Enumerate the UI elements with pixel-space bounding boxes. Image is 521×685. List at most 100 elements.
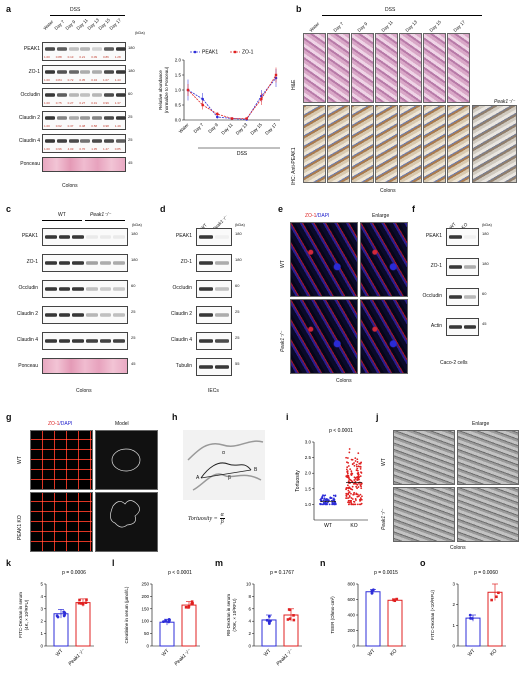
panel-a-lane-0: Water	[42, 19, 55, 31]
panel-a-band	[45, 116, 55, 120]
i-chart-point	[361, 495, 363, 498]
i-chart-point	[354, 482, 357, 485]
panel-e-ko-enlarge	[360, 299, 408, 374]
l-chart-point	[190, 600, 194, 603]
panel-j-caption: Colons	[450, 545, 466, 551]
o-chart-ytick-label: 2	[452, 602, 455, 607]
panel-a-quant: 0.62	[55, 124, 62, 128]
panel-c-row-label-0: PEAK1	[21, 233, 38, 239]
i-chart-point	[347, 484, 349, 487]
panel-h-formula-num: α	[219, 512, 225, 519]
panel-c-caption: Colons	[76, 388, 92, 394]
a-chart-xgroup: DSS	[237, 151, 248, 157]
i-chart-point	[320, 503, 322, 506]
panel-f-band	[449, 295, 462, 299]
i-chart-point	[333, 503, 335, 506]
panel-a-row-mw-5: 45	[128, 160, 133, 165]
panel-a-quant: 0.48	[79, 124, 86, 128]
panel-a-band	[56, 139, 67, 143]
i-chart-point	[349, 487, 352, 490]
panel-h-point-a: A	[196, 475, 200, 481]
i-chart-point	[348, 448, 351, 450]
panel-d-band	[215, 365, 229, 369]
i-chart-point	[347, 497, 350, 499]
panel-d-row-mw-5: 55	[235, 361, 240, 366]
m-chart-point	[286, 618, 290, 621]
a-chart-xtick-label: Day 9	[207, 122, 219, 134]
panel-a-row-mw-2: 60	[128, 91, 133, 96]
k-chart-point	[81, 602, 85, 606]
m-chart-point	[265, 618, 269, 622]
i-chart-point	[331, 503, 334, 506]
m-chart-point	[288, 617, 292, 621]
panel-f-band	[449, 265, 462, 269]
l-chart-point	[167, 619, 171, 623]
a-chart-xtick-label: Water	[178, 122, 190, 134]
i-chart-point	[356, 483, 359, 486]
i-chart-point	[354, 503, 357, 506]
panel-a-band	[92, 70, 103, 74]
o-chart-xtick-label: WT	[467, 648, 477, 658]
panel-a-quant: 0.70	[79, 147, 86, 151]
panel-a-lane-3: Day 11	[75, 17, 89, 31]
i-chart-point	[347, 475, 350, 478]
k-chart-ytick-label: 4	[40, 594, 43, 599]
panel-d-band	[215, 339, 229, 343]
panel-a-band	[56, 70, 67, 74]
i-chart-ylabel: Tortuosity	[295, 470, 301, 492]
o-chart-pval: p = 0.0060	[474, 570, 498, 576]
panel-h-formula: Tortuosity = α β	[188, 512, 225, 525]
m-chart-point	[292, 618, 296, 622]
i-chart-point	[353, 464, 356, 467]
panel-a-row-label-1: ZO-1	[28, 69, 40, 75]
l-chart-ytick-label: 200	[141, 594, 149, 599]
i-chart-point	[355, 499, 357, 501]
panel-a-row-label-3: Claudin 2	[18, 115, 40, 121]
panel-c-row-label-1: ZO-1	[26, 259, 38, 265]
panel-a-blot-3	[42, 111, 126, 130]
a-chart-legend-marker	[233, 50, 237, 54]
i-chart-point	[332, 494, 335, 497]
o-chart-point	[468, 613, 472, 617]
panel-a-quant: 1.07	[103, 78, 109, 82]
a-chart-point	[216, 115, 219, 119]
panel-a-band	[45, 93, 55, 97]
panel-b-label: b	[296, 4, 302, 14]
panel-d-caption: IECs	[208, 388, 219, 394]
panel-c-band	[45, 287, 57, 291]
i-chart-point	[346, 466, 349, 469]
panel-a-blot-1	[42, 65, 126, 84]
panel-k-label: k	[6, 558, 12, 568]
i-chart-point	[354, 480, 357, 483]
n-chart-ytick-label: 800	[347, 582, 355, 587]
panel-d-blot-0	[196, 228, 232, 246]
i-chart-point	[350, 458, 353, 461]
a-chart-xtick-label: Day 15	[249, 122, 263, 136]
panel-g-stain-zo1: ZO-1	[48, 421, 60, 427]
panel-a-quant: 0.72	[67, 78, 74, 82]
panel-c-band	[72, 261, 84, 265]
i-chart-point	[345, 475, 348, 478]
i-chart-point	[350, 497, 353, 499]
panel-d-band	[215, 261, 229, 265]
i-chart-point	[359, 475, 362, 478]
panel-c-blot-4	[42, 332, 128, 350]
panel-d-band	[199, 235, 213, 239]
n-chart-ytick-label: 0	[352, 644, 355, 649]
panel-f-row-mw-3: 45	[482, 321, 487, 326]
panel-a-quant: 1.37	[114, 101, 121, 105]
panel-f-band	[463, 295, 476, 299]
panel-b-ko-ihc	[472, 105, 517, 183]
panel-b-lane-3: Day 11	[380, 19, 394, 33]
panel-h-beta: β	[228, 475, 231, 481]
i-chart-point	[323, 494, 326, 497]
k-chart-xtick-label: WT	[55, 648, 65, 658]
panel-a-quant: 0.27	[67, 101, 74, 105]
panel-b-lane-2: Day 9	[356, 21, 369, 33]
k-chart-ytick-label: 3	[40, 606, 43, 611]
panel-b-row-ihc: IHC: Anti-PEAK1	[291, 147, 297, 185]
l-chart-bar	[181, 604, 197, 647]
panel-m-label: m	[215, 558, 224, 568]
panel-d-blot-4	[196, 332, 232, 350]
panel-c-band	[99, 313, 112, 317]
